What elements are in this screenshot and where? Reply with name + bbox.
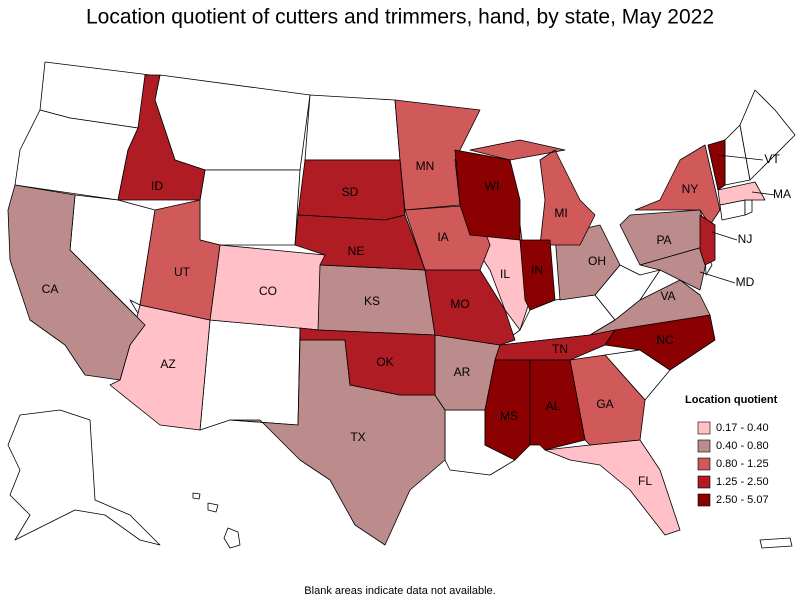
legend-label: 0.40 - 0.80 (716, 440, 769, 452)
state-label: TX (350, 430, 365, 444)
legend-label: 1.25 - 2.50 (716, 476, 769, 488)
state-label: CO (259, 284, 277, 298)
state (223, 527, 241, 549)
footnote: Blank areas indicate data not available. (304, 585, 495, 597)
state-label: PA (656, 233, 671, 247)
state (304, 94, 401, 161)
state (294, 214, 426, 271)
state-label: NE (348, 244, 365, 258)
state-label: WI (485, 179, 500, 193)
state (707, 139, 726, 191)
leader-line (717, 154, 764, 161)
state-label: TN (552, 342, 568, 356)
state-label: OH (588, 254, 606, 268)
state-label: VT (764, 152, 780, 166)
state (529, 359, 586, 451)
state (634, 144, 721, 226)
leader-line (751, 191, 776, 196)
leader-line (711, 231, 738, 241)
state-label: MD (736, 275, 755, 289)
map-title: Location quotient of cutters and trimmer… (86, 6, 714, 29)
state-label: MI (554, 206, 567, 220)
state (717, 181, 766, 206)
state (519, 239, 556, 311)
legend-swatch (697, 475, 711, 489)
state (639, 244, 711, 291)
state (604, 314, 716, 371)
state-label: MN (416, 159, 435, 173)
state-label: KS (364, 294, 380, 308)
state (199, 319, 301, 431)
state-label: NJ (738, 232, 753, 246)
state-label: NY (682, 182, 699, 196)
state-label: CA (42, 282, 59, 296)
state-label: NC (656, 333, 674, 347)
state-label: AR (454, 365, 471, 379)
legend: 0.17 - 0.40 0.40 - 0.80 0.80 - 1.25 1.25 - … (697, 421, 769, 507)
legend-label: 0.17 - 0.40 (716, 422, 769, 434)
legend-swatch (697, 457, 711, 471)
state-label: MO (450, 297, 469, 311)
legend-title: Location quotient (685, 394, 778, 406)
legend-swatch (697, 493, 711, 507)
state-label: UT (174, 265, 191, 279)
state (154, 74, 311, 171)
state-label: AZ (160, 357, 175, 371)
state-label: IN (531, 263, 543, 277)
state (299, 327, 436, 396)
legend-label: 2.50 - 5.07 (716, 494, 769, 506)
legend-label: 0.80 - 1.25 (716, 458, 769, 470)
state-label: ID (151, 179, 163, 193)
state (739, 89, 796, 181)
state (759, 537, 793, 549)
legend-swatch (697, 439, 711, 453)
state (207, 502, 219, 513)
states: CO AZ IL FL MA CA KS TX AR OH PA VA MD UT MN IA MI NY GA ID… (7, 74, 791, 546)
state-label: IA (437, 230, 448, 244)
state (744, 199, 753, 216)
state-label: VA (660, 289, 675, 303)
state-label: GA (596, 397, 613, 411)
state (469, 139, 596, 246)
state (7, 409, 161, 546)
state-label: OK (376, 355, 393, 369)
state (117, 74, 206, 201)
state (199, 169, 301, 246)
state-label: AL (546, 399, 561, 413)
state (7, 184, 146, 381)
state (544, 439, 681, 536)
state-label: MS (500, 409, 518, 423)
state-label: IL (500, 267, 510, 281)
leader-line (699, 271, 736, 284)
state (192, 492, 201, 500)
state (699, 214, 716, 266)
state-label: FL (638, 474, 652, 488)
legend-swatch (697, 421, 711, 435)
state-label: SD (342, 185, 359, 199)
state-label: MA (773, 187, 791, 201)
